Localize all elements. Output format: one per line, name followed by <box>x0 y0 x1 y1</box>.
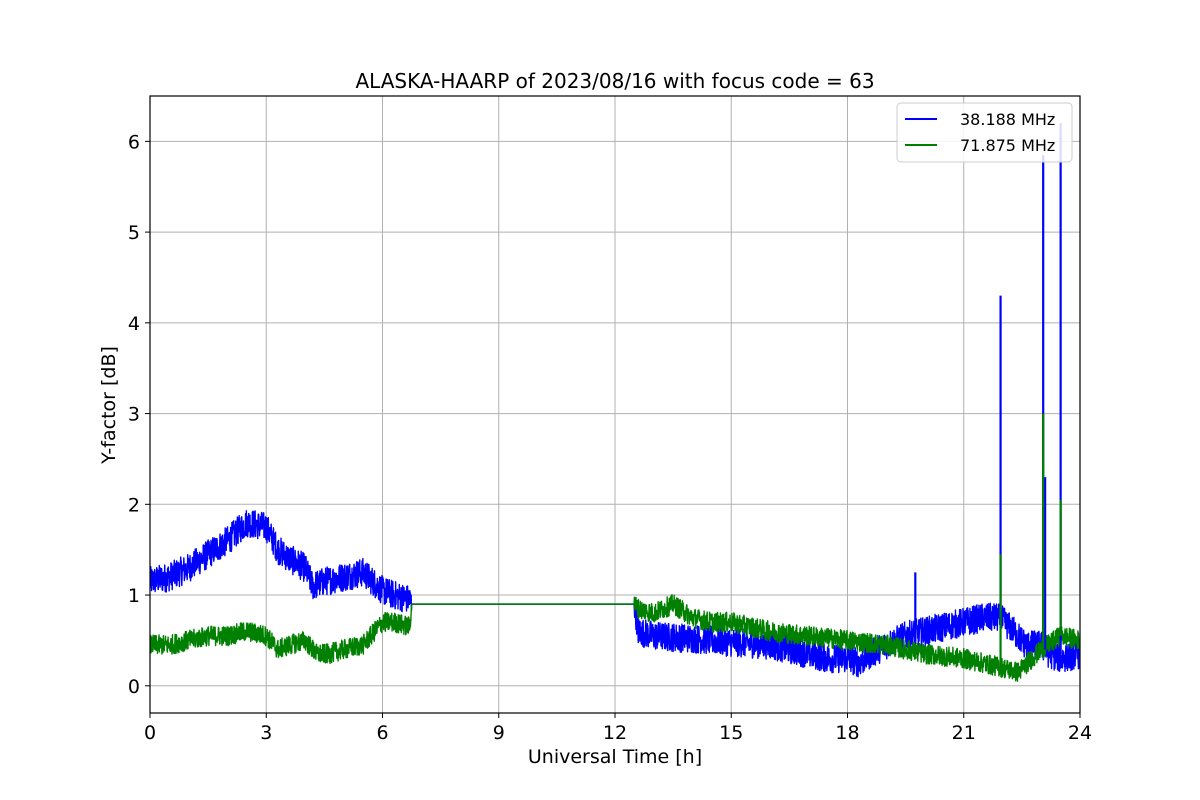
x-tick-label: 3 <box>260 722 272 744</box>
x-axis-label: Universal Time [h] <box>528 746 702 768</box>
x-tick-label: 24 <box>1068 722 1092 744</box>
legend-label-71875: 71.875 MHz <box>960 136 1055 155</box>
legend-label-38188: 38.188 MHz <box>960 110 1055 129</box>
y-tick-label: 0 <box>128 676 140 698</box>
chart-title: ALASKA-HAARP of 2023/08/16 with focus co… <box>355 69 874 93</box>
plot-area <box>150 123 1080 682</box>
y-tick-label: 5 <box>128 222 140 244</box>
y-tick-label: 6 <box>128 131 140 153</box>
legend: 38.188 MHz 71.875 MHz <box>896 102 1073 163</box>
x-tick-label: 15 <box>719 722 743 744</box>
y-axis-label: Y-factor [dB] <box>98 346 120 465</box>
y-axis-ticks: 0 1 2 3 4 5 6 <box>128 131 150 698</box>
x-tick-label: 21 <box>952 722 976 744</box>
series-layer <box>150 123 1080 682</box>
x-axis-ticks: 0 3 6 9 12 15 18 21 24 <box>144 713 1092 744</box>
series-line-1 <box>150 594 1080 682</box>
y-tick-label: 4 <box>128 313 140 335</box>
y-tick-label: 2 <box>128 494 140 516</box>
x-tick-label: 9 <box>493 722 505 744</box>
x-tick-label: 6 <box>376 722 388 744</box>
y-tick-label: 3 <box>128 404 140 426</box>
legend-box <box>896 102 1073 163</box>
y-tick-label: 1 <box>128 585 140 607</box>
x-tick-label: 12 <box>603 722 627 744</box>
x-tick-label: 18 <box>835 722 859 744</box>
x-tick-label: 0 <box>144 722 156 744</box>
